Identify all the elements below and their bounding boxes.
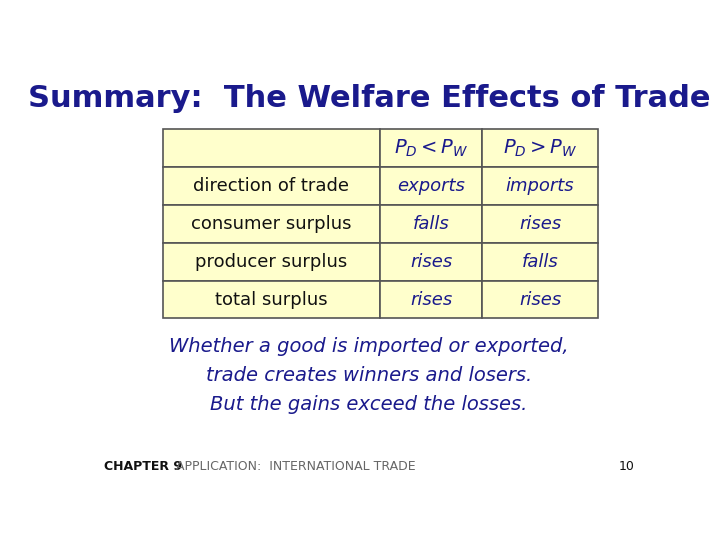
Bar	[482, 281, 598, 319]
Text: Summary:  The Welfare Effects of Trade: Summary: The Welfare Effects of Trade	[28, 84, 710, 112]
Bar	[380, 129, 482, 167]
Text: total surplus: total surplus	[215, 291, 328, 308]
Text: Whether a good is imported or exported,
trade creates winners and losers.
But th: Whether a good is imported or exported, …	[169, 337, 569, 414]
Text: producer surplus: producer surplus	[195, 253, 348, 271]
Bar	[163, 243, 380, 281]
Bar	[163, 205, 380, 243]
Bar	[482, 129, 598, 167]
Text: rises: rises	[410, 291, 452, 308]
Bar	[380, 243, 482, 281]
Text: rises: rises	[519, 215, 561, 233]
Text: falls: falls	[413, 215, 450, 233]
Bar	[163, 281, 380, 319]
Text: CHAPTER 9: CHAPTER 9	[104, 460, 182, 473]
Bar	[482, 243, 598, 281]
Text: APPLICATION:  INTERNATIONAL TRADE: APPLICATION: INTERNATIONAL TRADE	[176, 460, 416, 473]
Bar	[482, 167, 598, 205]
Bar	[482, 205, 598, 243]
Text: falls: falls	[522, 253, 559, 271]
Text: $\mathit{P}_{D} < \mathit{P}_{W}$: $\mathit{P}_{D} < \mathit{P}_{W}$	[394, 138, 469, 159]
Text: direction of trade: direction of trade	[194, 177, 349, 195]
Text: $\mathit{P}_{D} > \mathit{P}_{W}$: $\mathit{P}_{D} > \mathit{P}_{W}$	[503, 138, 577, 159]
Text: 10: 10	[618, 460, 634, 473]
Bar	[380, 167, 482, 205]
Bar	[380, 281, 482, 319]
Text: consumer surplus: consumer surplus	[191, 215, 351, 233]
Text: exports: exports	[397, 177, 465, 195]
Bar	[163, 129, 380, 167]
Text: rises: rises	[410, 253, 452, 271]
Bar	[163, 167, 380, 205]
Text: rises: rises	[519, 291, 561, 308]
Text: imports: imports	[505, 177, 575, 195]
Bar	[380, 205, 482, 243]
